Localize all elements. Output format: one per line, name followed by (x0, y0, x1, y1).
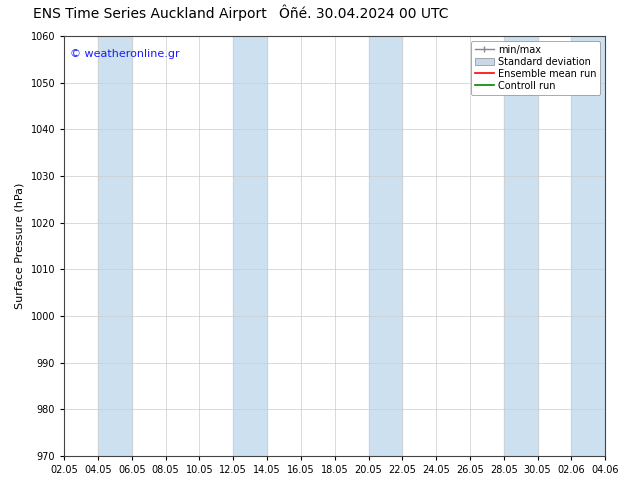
Text: ENS Time Series Auckland Airport: ENS Time Series Auckland Airport (32, 7, 266, 22)
Bar (504, 36, 538, 456)
Bar (368, 36, 403, 456)
Bar (233, 36, 267, 456)
Y-axis label: Surface Pressure (hPa): Surface Pressure (hPa) (15, 183, 25, 309)
Text: Ôñé. 30.04.2024 00 UTC: Ôñé. 30.04.2024 00 UTC (279, 7, 448, 22)
Text: © weatheronline.gr: © weatheronline.gr (70, 49, 179, 59)
Legend: min/max, Standard deviation, Ensemble mean run, Controll run: min/max, Standard deviation, Ensemble me… (471, 41, 600, 95)
Bar (571, 36, 605, 456)
Bar (98, 36, 132, 456)
